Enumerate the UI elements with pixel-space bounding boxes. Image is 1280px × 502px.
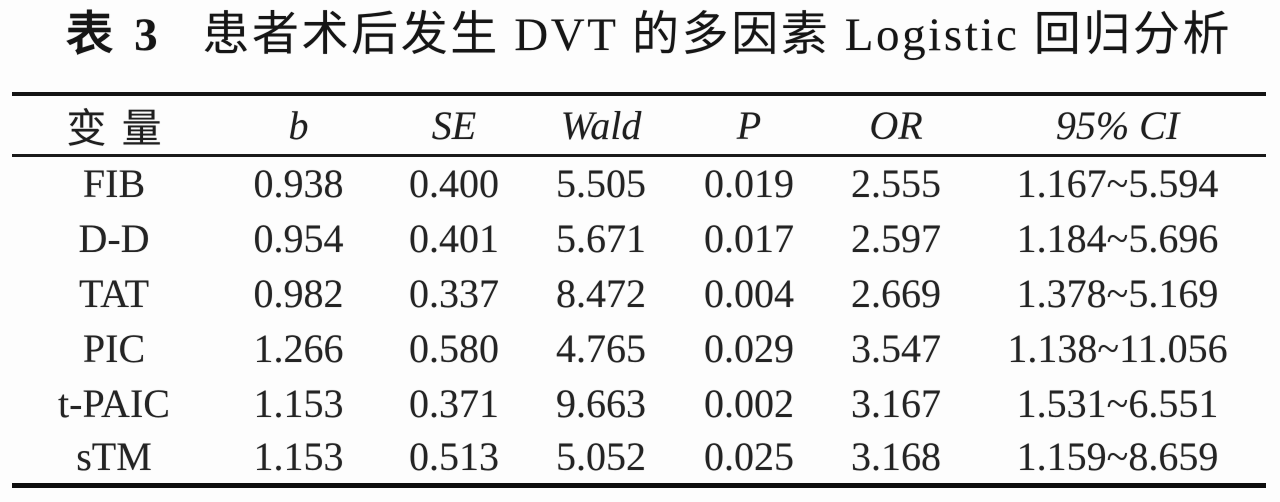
table-row: D-D 0.954 0.401 5.671 0.017 2.597 1.184~… (12, 211, 1266, 266)
table-row: PIC 1.266 0.580 4.765 0.029 3.547 1.138~… (12, 321, 1266, 376)
header-p: P (736, 102, 762, 148)
header-se: SE (431, 102, 477, 148)
cell-wald: 5.052 (556, 434, 646, 480)
cell-or: 2.597 (851, 215, 941, 261)
table-number-label: 表 3 (66, 9, 163, 61)
cell-variable: TAT (78, 270, 150, 316)
cell-or: 2.669 (851, 270, 941, 316)
cell-se: 0.513 (409, 434, 499, 480)
cell-se: 0.371 (409, 380, 499, 426)
header-wald: Wald (560, 102, 642, 148)
cell-or: 3.167 (851, 380, 941, 426)
table-title-text: 患者术后发生 DVT 的多因素 Logistic 回归分析 (202, 9, 1233, 61)
table-row: FIB 0.938 0.400 5.505 0.019 2.555 1.167~… (12, 156, 1266, 211)
cell-ci: 1.378~5.169 (1016, 270, 1219, 316)
cell-p: 0.017 (704, 215, 794, 261)
header-b: b (288, 102, 309, 148)
cell-b: 1.153 (253, 380, 344, 426)
cell-wald: 5.505 (556, 161, 646, 207)
cell-wald: 9.663 (556, 380, 646, 426)
header-or: OR (869, 102, 923, 148)
cell-ci: 1.184~5.696 (1016, 215, 1219, 261)
cell-p: 0.025 (704, 434, 794, 480)
cell-p: 0.029 (704, 325, 794, 371)
cell-variable: sTM (76, 434, 152, 480)
cell-or: 2.555 (851, 161, 941, 207)
header-row: 变量 b SE Wald P OR 95% CI (12, 94, 1266, 156)
cell-or: 3.547 (851, 325, 941, 371)
table-row: sTM 1.153 0.513 5.052 0.025 3.168 1.159~… (12, 431, 1266, 486)
cell-ci: 1.159~8.659 (1016, 434, 1219, 480)
logistic-regression-table: 变量 b SE Wald P OR 95% CI FIB 0.938 0.400… (12, 92, 1266, 488)
cell-ci: 1.138~11.056 (1007, 325, 1228, 371)
cell-or: 3.168 (851, 434, 941, 480)
cell-ci: 1.167~5.594 (1016, 161, 1219, 207)
cell-se: 0.401 (409, 215, 499, 261)
regression-table-wrap: 变量 b SE Wald P OR 95% CI FIB 0.938 0.400… (12, 92, 1266, 488)
cell-variable: t-PAIC (58, 380, 170, 426)
header-variable: 变量 (66, 106, 177, 151)
cell-wald: 4.765 (556, 325, 646, 371)
cell-p: 0.019 (704, 161, 794, 207)
cell-b: 1.266 (253, 325, 344, 371)
header-ci: 95% CI (1055, 102, 1180, 148)
cell-se: 0.400 (409, 161, 499, 207)
cell-b: 0.938 (253, 161, 344, 207)
cell-b: 0.982 (253, 270, 344, 316)
table-row: t-PAIC 1.153 0.371 9.663 0.002 3.167 1.5… (12, 376, 1266, 431)
cell-wald: 8.472 (556, 270, 646, 316)
cell-se: 0.337 (409, 270, 499, 316)
cell-b: 1.153 (253, 434, 344, 480)
cell-ci: 1.531~6.551 (1016, 380, 1219, 426)
cell-wald: 5.671 (556, 215, 646, 261)
cell-variable: FIB (82, 161, 146, 207)
cell-se: 0.580 (409, 325, 499, 371)
cell-variable: PIC (82, 325, 146, 371)
cell-variable: D-D (78, 215, 150, 261)
cell-p: 0.002 (704, 380, 794, 426)
table-title: 表 3 患者术后发生 DVT 的多因素 Logistic 回归分析 (66, 6, 1232, 65)
table-row: TAT 0.982 0.337 8.472 0.004 2.669 1.378~… (12, 266, 1266, 321)
cell-b: 0.954 (253, 215, 344, 261)
cell-p: 0.004 (704, 270, 794, 316)
